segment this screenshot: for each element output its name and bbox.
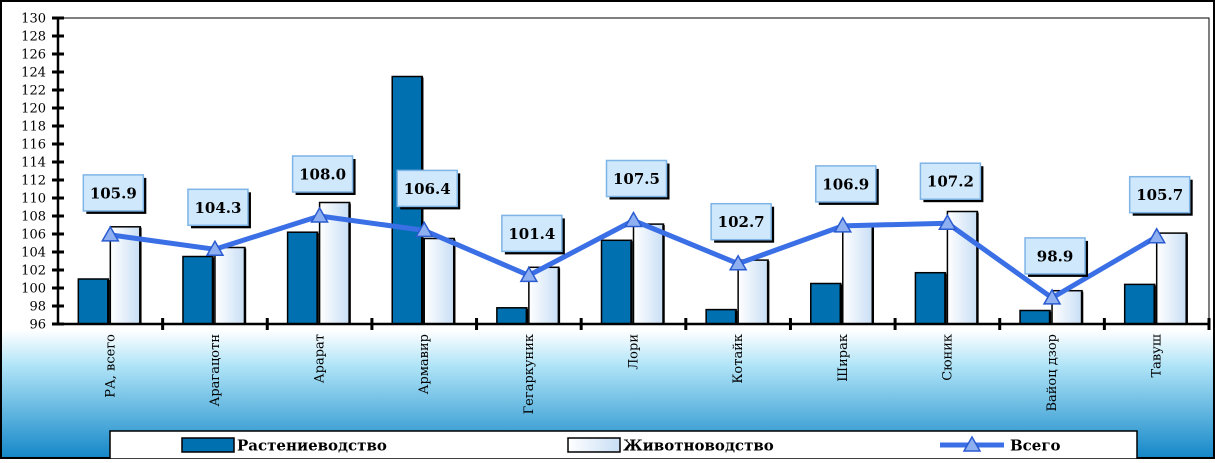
data-label-box: [1128, 175, 1191, 214]
bar-crop: [182, 255, 214, 325]
line-marker: [728, 254, 748, 271]
bar-crop: [286, 231, 319, 325]
legend-marker: [962, 435, 982, 452]
x-tick-label: Котайк: [731, 334, 746, 384]
y-tick-label: 126: [21, 48, 46, 63]
line-marker: [833, 216, 853, 233]
data-label-box: [1024, 237, 1086, 275]
data-label: 105.7: [1136, 186, 1183, 204]
data-label: 98.9: [1037, 247, 1074, 265]
line-marker: [519, 265, 539, 283]
data-label-box: [291, 155, 354, 193]
line-marker: [624, 210, 643, 228]
data-label-box: [82, 174, 145, 212]
line-marker: [1147, 227, 1166, 244]
y-tick-label: 102: [21, 264, 46, 279]
x-tick-label: Армавир: [417, 334, 432, 394]
bar-crop: [600, 239, 633, 325]
data-label-box: [396, 169, 458, 208]
bar-livestock: [109, 226, 142, 325]
data-label: 108.0: [299, 166, 346, 184]
bar-livestock: [1155, 232, 1188, 325]
data-label-box: [710, 202, 772, 241]
line-marker: [414, 220, 434, 238]
data-label: 101.4: [508, 225, 555, 243]
legend-label: Животноводство: [623, 437, 774, 455]
y-tick-label: 120: [21, 102, 46, 117]
data-label-box: [815, 165, 877, 203]
line-marker: [101, 225, 120, 242]
bar-crop: [810, 282, 842, 325]
data-label: 106.4: [404, 180, 451, 198]
bar-crop: [77, 278, 110, 325]
bar-crop: [1019, 309, 1051, 325]
legend-label: Всего: [1010, 437, 1061, 455]
data-label: 102.7: [718, 213, 765, 231]
y-tick-label: 108: [21, 210, 46, 225]
line-marker: [938, 213, 957, 230]
data-label-box: [919, 162, 982, 200]
y-tick-label: 130: [21, 12, 46, 27]
bar-livestock: [214, 246, 246, 325]
bar-livestock: [632, 223, 665, 325]
x-tick-label: Сюник: [940, 334, 955, 381]
x-tick-label: Гегаркуник: [522, 334, 537, 414]
legend-swatch: [567, 437, 621, 453]
y-tick-label: 98: [29, 300, 46, 315]
x-tick-label: Арагацотн: [208, 334, 223, 407]
y-tick-label: 122: [21, 84, 46, 99]
line-marker: [205, 239, 225, 257]
y-tick-label: 96: [29, 318, 46, 333]
y-tick-label: 118: [21, 120, 46, 135]
bar-crop: [705, 308, 737, 325]
line-marker: [310, 206, 329, 223]
legend-swatch: [181, 437, 235, 453]
data-label: 107.5: [613, 170, 660, 188]
bar-livestock: [842, 224, 874, 325]
x-tick-label: Лори: [627, 334, 642, 370]
y-tick-label: 128: [21, 30, 46, 45]
data-label-box: [501, 214, 563, 253]
legend-label: Растениеводство: [237, 437, 387, 455]
line-marker: [1042, 288, 1062, 305]
bar-crop: [1123, 283, 1156, 325]
bar-crop: [914, 271, 947, 325]
x-tick-label: Арарат: [313, 334, 328, 383]
y-tick-label: 106: [21, 228, 46, 243]
x-tick-label: Вайоц дзор: [1045, 334, 1060, 412]
y-tick-label: 112: [21, 174, 46, 189]
data-label-box: [605, 159, 668, 198]
x-tick-label: Тавуш: [1150, 334, 1165, 377]
y-tick-label: 100: [21, 282, 46, 297]
data-label-box: [187, 188, 249, 227]
y-tick-label: 114: [21, 156, 46, 171]
bar-crop: [496, 307, 528, 325]
y-tick-label: 116: [21, 138, 46, 153]
y-tick-label: 124: [21, 66, 46, 81]
data-label: 106.9: [822, 175, 869, 193]
data-label: 105.9: [90, 184, 137, 202]
x-tick-label: РА, всего: [103, 334, 118, 398]
data-label: 104.3: [194, 199, 241, 217]
x-tick-label: Ширак: [836, 334, 851, 382]
y-tick-label: 110: [21, 192, 46, 207]
data-label: 107.2: [927, 173, 974, 191]
bar-livestock: [423, 237, 455, 325]
y-tick-label: 104: [21, 246, 46, 261]
